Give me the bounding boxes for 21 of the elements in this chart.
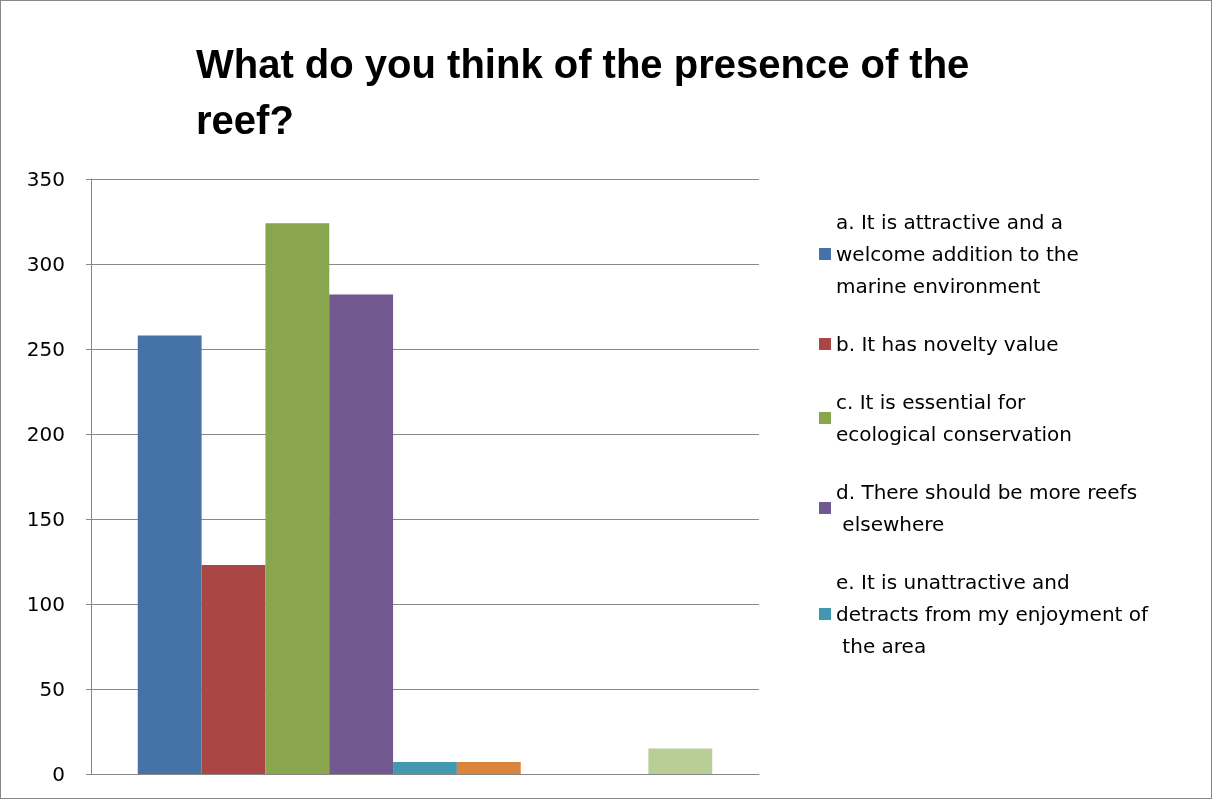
legend-label: a. It is attractive and a welcome addition to the marine environment [836,210,1086,298]
y-tick-label: 250 [26,337,65,361]
legend-label: d. There should be more reefs elsewhere [836,480,1138,536]
legend-label: c. It is essential for ecological conservation [836,390,1073,446]
bar [648,748,713,774]
bar [456,762,521,774]
y-tick-label: 300 [26,252,65,276]
y-tick-label: 350 [26,167,65,191]
y-tick-label: 200 [26,422,65,446]
legend-label: b. It has novelty value [836,332,1059,356]
y-tick-label: 50 [39,677,65,701]
y-tick-label: 150 [26,507,65,531]
bar [393,762,457,774]
bar [137,335,202,774]
bar [201,564,266,774]
bar [265,223,330,774]
chart-title: What do you think of the presence of the reef? [196,42,981,142]
legend-label: e. It is unattractive and detracts from my enjoyment of the area [836,570,1150,658]
y-tick-label: 0 [52,762,65,786]
y-tick-label: 100 [26,592,65,616]
bar [329,294,394,774]
